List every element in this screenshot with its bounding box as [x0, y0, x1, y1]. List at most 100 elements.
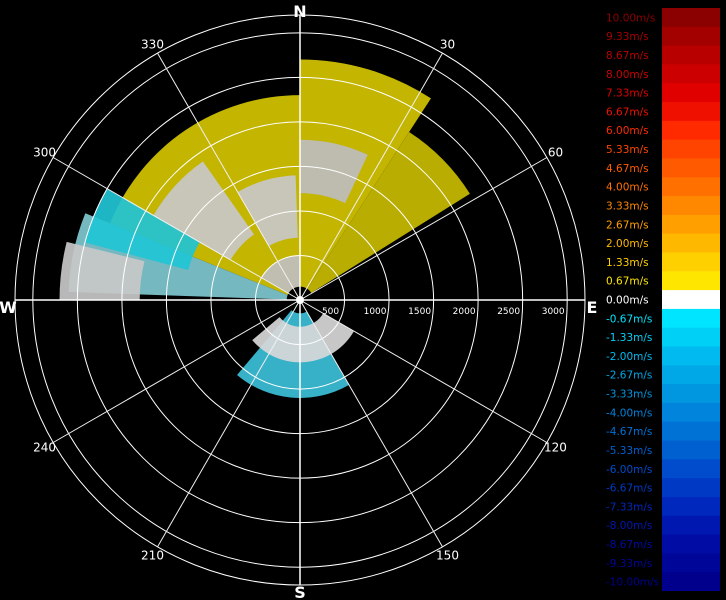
- colorbar-swatch-6: [662, 120, 720, 141]
- azimuth-label-120: 120: [544, 441, 567, 455]
- colorbar-swatch-22: [662, 421, 720, 442]
- colorbar-swatch-14: [662, 271, 720, 291]
- azimuth-spoke-150: [299, 299, 443, 548]
- colorbar-label-12: 2.00m/s: [606, 238, 649, 250]
- polar-velocity-plot: N S W E 30 60 120 150 210 240 300 330 500 1000 150…: [0, 2, 598, 600]
- azimuth-spoke-240: [52, 299, 301, 443]
- azimuth-label-300: 300: [33, 146, 56, 160]
- colorbar-label-5: 6.67m/s: [606, 106, 649, 118]
- colorbar-label-28: -8.67m/s: [606, 539, 652, 551]
- colorbar-swatch-19: [662, 365, 720, 385]
- azimuth-spoke-330: [157, 52, 301, 301]
- colorbar-swatch-9: [662, 177, 720, 197]
- colorbar-label-18: -2.00m/s: [606, 351, 652, 363]
- colorbar-label-3: 8.00m/s: [606, 69, 649, 81]
- colorbar-swatch-8: [662, 158, 720, 178]
- colorbar-label-29: -9.33m/s: [606, 558, 652, 570]
- azimuth-spoke-30: [299, 52, 443, 301]
- colorbar-label-22: -4.67m/s: [606, 426, 652, 438]
- colorbar-swatch-3: [662, 64, 720, 84]
- north-label: N: [293, 2, 306, 21]
- colorbar-label-25: -6.67m/s: [606, 483, 652, 495]
- range-label-1000: 1000: [364, 307, 387, 317]
- colorbar-swatch-2: [662, 45, 720, 65]
- velocity-sector-5: [153, 161, 255, 260]
- east-label: E: [587, 298, 598, 317]
- velocity-sector-1: [300, 59, 431, 289]
- polar-labels: N S W E 30 60 120 150 210 240 300 330 500 1000 150…: [0, 2, 597, 600]
- colorbar-label-10: 3.33m/s: [606, 200, 649, 212]
- colorbar-label-16: -0.67m/s: [606, 313, 652, 325]
- colorbar-label-26: -7.33m/s: [606, 501, 652, 513]
- polar-grid: [14, 14, 586, 586]
- colorbar-label-20: -3.33m/s: [606, 389, 652, 401]
- colorbar-swatch-30: [662, 572, 720, 591]
- colorbar-swatch-21: [662, 402, 720, 423]
- colorbar-swatch-29: [662, 553, 720, 573]
- south-label: S: [294, 583, 306, 600]
- colorbar-swatch-23: [662, 440, 720, 460]
- azimuth-label-330: 330: [141, 38, 164, 52]
- colorbar-label-2: 8.67m/s: [606, 50, 649, 62]
- range-label-2000: 2000: [453, 307, 476, 317]
- range-label-2500: 2500: [497, 307, 520, 317]
- colorbar-label-17: -1.33m/s: [606, 332, 652, 344]
- colorbar-label-24: -6.00m/s: [606, 464, 652, 476]
- colorbar-label-15: 0.00m/s: [606, 295, 649, 307]
- colorbar-swatch-17: [662, 327, 720, 348]
- azimuth-label-30: 30: [440, 38, 455, 52]
- azimuth-label-150: 150: [436, 548, 459, 562]
- colorbar-label-1: 9.33m/s: [606, 31, 649, 43]
- colorbar-label-4: 7.33m/s: [606, 88, 649, 100]
- azimuth-label-60: 60: [548, 146, 563, 160]
- velocity-sector-layer: [59, 59, 470, 398]
- velocity-sector-7: [84, 188, 200, 271]
- colorbar-label-6: 6.00m/s: [606, 125, 649, 137]
- azimuth-label-210: 210: [141, 548, 164, 562]
- range-label-500: 500: [322, 307, 339, 317]
- colorbar-swatch-15: [662, 290, 720, 310]
- colorbar-swatch-28: [662, 534, 720, 554]
- colorbar-label-19: -2.67m/s: [606, 370, 652, 382]
- colorbar-label-27: -8.00m/s: [606, 520, 652, 532]
- colorbar-swatch-26: [662, 496, 720, 517]
- velocity-sector-8: [59, 241, 145, 300]
- radar-origin: [296, 296, 304, 304]
- azimuth-spoke-300: [52, 157, 301, 301]
- colorbar-swatch-18: [662, 346, 720, 366]
- colorbar-label-11: 2.67m/s: [606, 219, 649, 231]
- azimuth-spoke-210: [157, 299, 301, 548]
- west-label: W: [0, 298, 17, 317]
- colorbar-label-23: -5.33m/s: [606, 445, 652, 457]
- colorbar-swatch-5: [662, 102, 720, 122]
- colorbar-swatch-7: [662, 139, 720, 159]
- colorbar-swatch-4: [662, 83, 720, 103]
- colorbar-swatch-25: [662, 478, 720, 498]
- azimuth-label-240: 240: [33, 441, 56, 455]
- range-label-1500: 1500: [408, 307, 431, 317]
- velocity-sector-4: [237, 175, 298, 247]
- azimuth-spoke-60: [299, 157, 548, 301]
- colorbar-swatch-1: [662, 26, 720, 47]
- colorbar-swatch-16: [662, 308, 720, 329]
- colorbar-swatch-13: [662, 252, 720, 272]
- colorbar-swatch-11: [662, 214, 720, 235]
- azimuth-spoke-120: [299, 299, 548, 443]
- colorbar-label-30: -10.00m/s: [606, 577, 659, 589]
- colorbar-label-21: -4.00m/s: [606, 407, 652, 419]
- colorbar-label-0: 10.00m/s: [606, 12, 655, 24]
- range-label-3000: 3000: [542, 307, 565, 317]
- colorbar-label-7: 5.33m/s: [606, 144, 649, 156]
- velocity-sector-6: [300, 139, 368, 204]
- colorbar-swatch-10: [662, 196, 720, 216]
- colorbar-swatch-0: [662, 8, 720, 28]
- colorbar-label-14: 0.67m/s: [606, 276, 649, 288]
- colorbar-label-8: 4.67m/s: [606, 163, 649, 175]
- colorbar-label-9: 4.00m/s: [606, 182, 649, 194]
- colorbar-swatch-20: [662, 384, 720, 404]
- colorbar-label-13: 1.33m/s: [606, 257, 649, 269]
- velocity-sector-2: [307, 131, 470, 293]
- colorbar-swatch-24: [662, 459, 720, 479]
- velocity-colorbar: 10.00m/s 9.33m/s 8.67m/s 8.00m/s 7.33m/s 6.67…: [606, 8, 720, 591]
- colorbar-swatch-27: [662, 515, 720, 536]
